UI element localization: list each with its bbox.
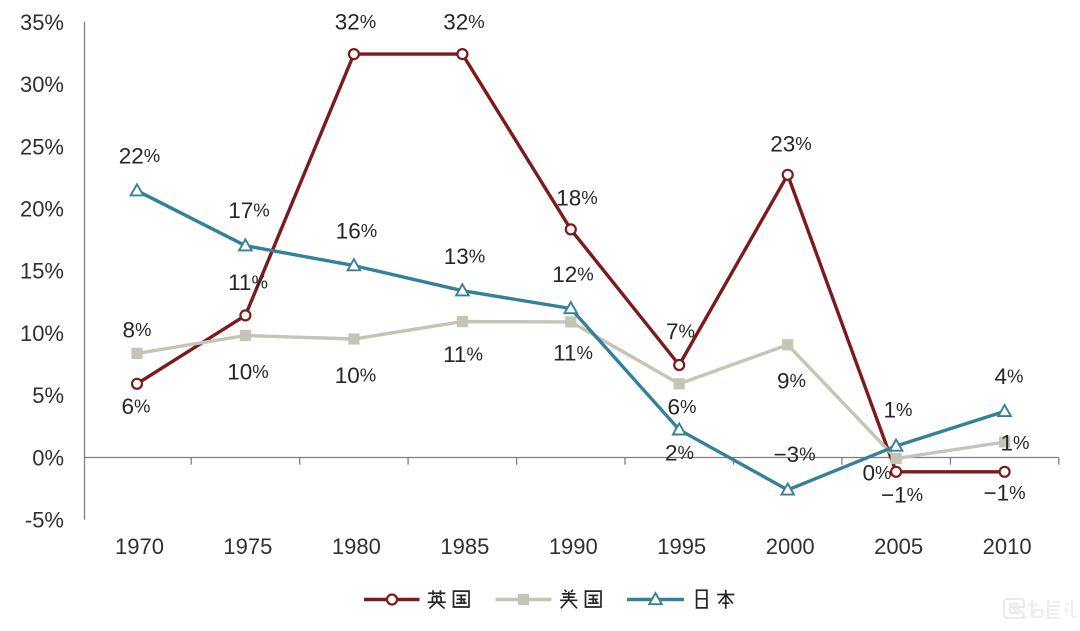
svg-text:0%: 0% xyxy=(32,445,64,470)
svg-text:−1%: −1% xyxy=(983,480,1025,505)
svg-text:18%: 18% xyxy=(556,186,597,211)
svg-text:20%: 20% xyxy=(20,197,64,222)
svg-text:8%: 8% xyxy=(123,318,152,343)
svg-text:11%: 11% xyxy=(443,342,483,367)
svg-text:1970: 1970 xyxy=(115,534,164,559)
svg-text:22%: 22% xyxy=(119,144,160,169)
svg-text:2010: 2010 xyxy=(983,534,1032,559)
svg-text:1990: 1990 xyxy=(549,534,598,559)
svg-text:11%: 11% xyxy=(553,341,593,366)
svg-text:23%: 23% xyxy=(770,132,811,157)
svg-text:2005: 2005 xyxy=(874,534,923,559)
svg-text:−1%: −1% xyxy=(881,482,923,507)
svg-text:1%: 1% xyxy=(1001,431,1030,456)
svg-text:5%: 5% xyxy=(32,383,64,408)
svg-text:1%: 1% xyxy=(884,398,913,423)
svg-text:1980: 1980 xyxy=(332,534,381,559)
svg-text:10%: 10% xyxy=(20,321,64,346)
svg-text:1975: 1975 xyxy=(223,534,272,559)
svg-text:30%: 30% xyxy=(20,72,64,97)
svg-text:4%: 4% xyxy=(995,364,1024,389)
svg-text:-5%: -5% xyxy=(25,508,64,533)
svg-text:16%: 16% xyxy=(336,219,377,244)
svg-text:15%: 15% xyxy=(20,259,64,284)
svg-text:32%: 32% xyxy=(335,10,376,35)
svg-text:11%: 11% xyxy=(228,270,268,295)
svg-text:0%: 0% xyxy=(863,461,892,486)
svg-text:10%: 10% xyxy=(227,360,268,385)
svg-text:35%: 35% xyxy=(20,10,64,35)
svg-text:6%: 6% xyxy=(122,394,151,419)
svg-text:10%: 10% xyxy=(335,363,376,388)
svg-text:12%: 12% xyxy=(552,262,593,287)
svg-text:2000: 2000 xyxy=(766,534,815,559)
svg-text:9%: 9% xyxy=(777,369,806,394)
svg-text:17%: 17% xyxy=(228,198,269,223)
svg-text:7%: 7% xyxy=(666,319,695,344)
svg-text:25%: 25% xyxy=(20,134,64,159)
svg-text:1995: 1995 xyxy=(657,534,706,559)
svg-text:−3%: −3% xyxy=(773,442,815,467)
svg-text:2%: 2% xyxy=(665,441,694,466)
svg-text:32%: 32% xyxy=(443,10,484,35)
svg-text:13%: 13% xyxy=(444,244,485,269)
svg-text:1985: 1985 xyxy=(440,534,489,559)
svg-text:6%: 6% xyxy=(668,395,697,420)
